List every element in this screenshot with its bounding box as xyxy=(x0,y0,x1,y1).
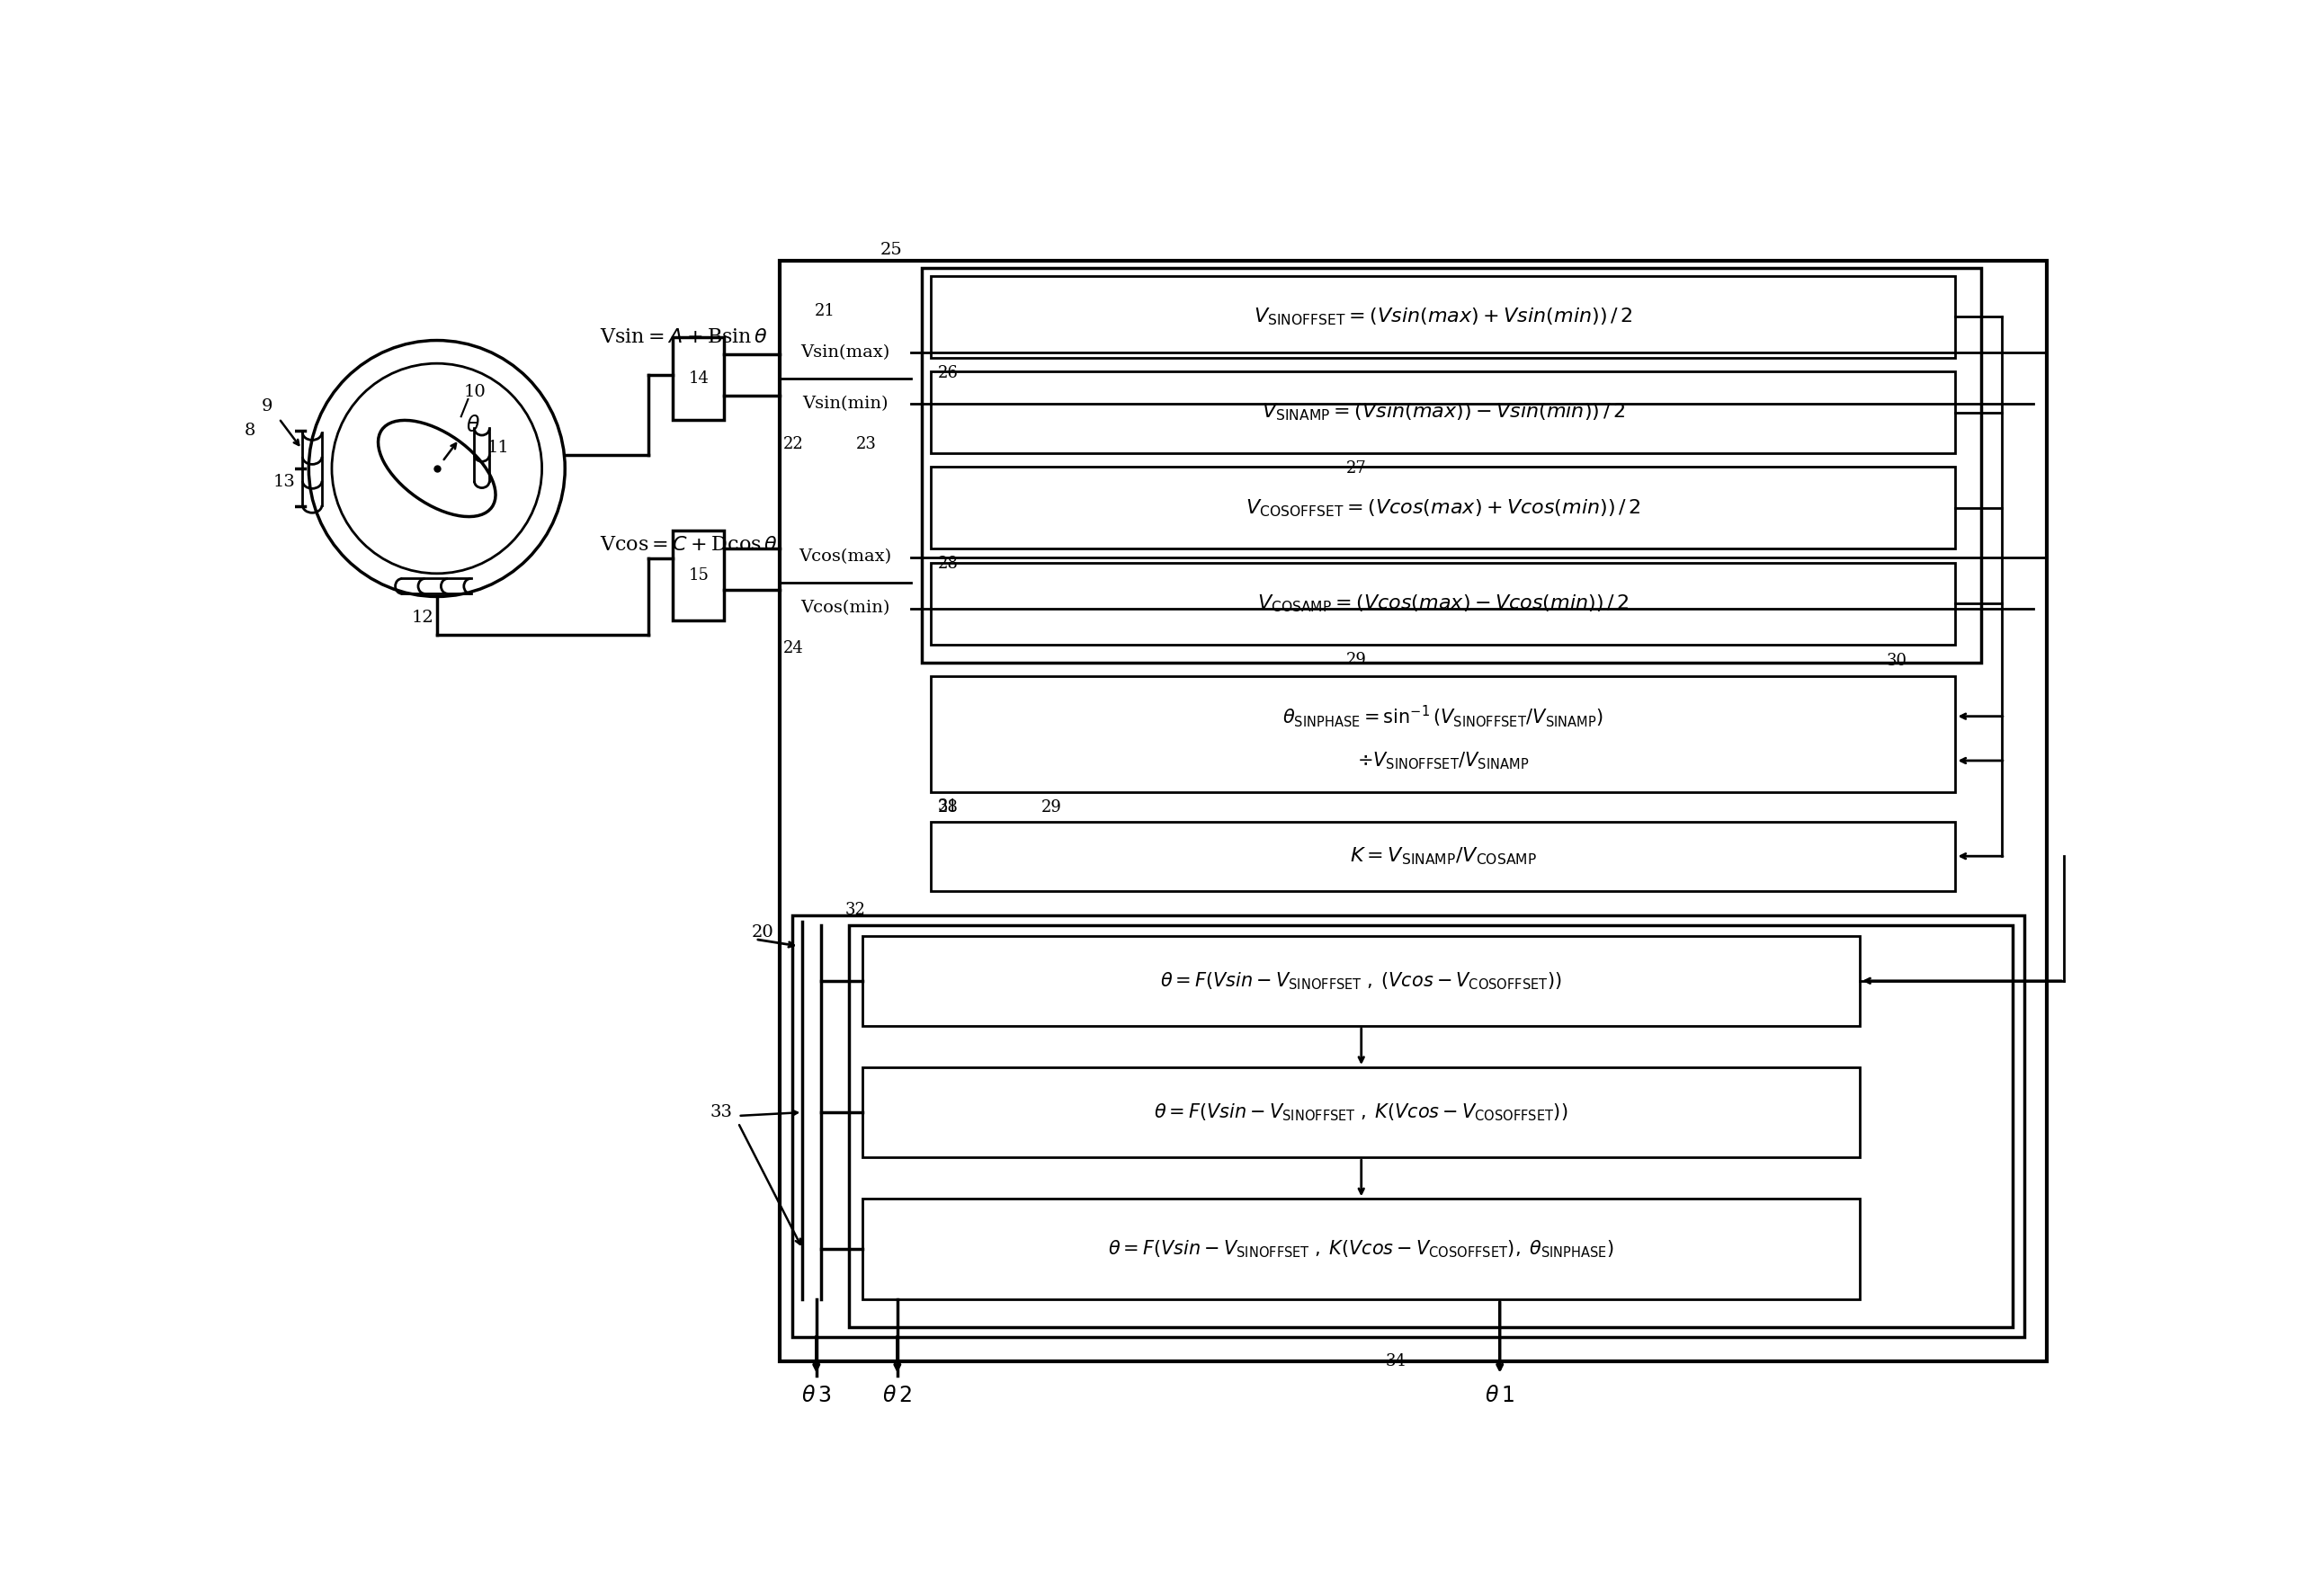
Text: 28: 28 xyxy=(937,555,958,571)
Text: $V_{\rm SINOFFSET}=(Vsin(max)+Vsin(min))\,/\,2$: $V_{\rm SINOFFSET}=(Vsin(max)+Vsin(min))… xyxy=(1254,306,1633,327)
Text: $V_{\rm COSOFFSET}=(Vcos(max)+Vcos(min))\,/\,2$: $V_{\rm COSOFFSET}=(Vcos(max)+Vcos(min))… xyxy=(1244,498,1640,519)
Bar xyxy=(930,276,1954,358)
Bar xyxy=(779,260,2047,1361)
Text: 25: 25 xyxy=(879,243,902,259)
Bar xyxy=(930,372,1954,453)
Text: 9: 9 xyxy=(261,397,273,415)
Text: 12: 12 xyxy=(412,610,435,626)
Bar xyxy=(930,822,1954,891)
Bar xyxy=(849,926,2012,1326)
Text: 24: 24 xyxy=(784,640,803,656)
Text: 22: 22 xyxy=(784,436,803,452)
Bar xyxy=(930,677,1954,793)
Text: $\theta\,1$: $\theta\,1$ xyxy=(1485,1385,1515,1406)
Text: Vcos(min): Vcos(min) xyxy=(800,600,891,616)
Bar xyxy=(779,531,911,635)
Bar xyxy=(921,268,1980,662)
Text: $\theta=F(Vsin-V_{\rm SINOFFSET}\;,\;K(Vcos-V_{\rm COSOFFSET}),\;\theta_{\rm SIN: $\theta=F(Vsin-V_{\rm SINOFFSET}\;,\;K(V… xyxy=(1108,1238,1614,1259)
Text: $K=V_{\rm SINAMP}/V_{\rm COSAMP}$: $K=V_{\rm SINAMP}/V_{\rm COSAMP}$ xyxy=(1348,846,1536,867)
Text: $\theta=F(Vsin-V_{\rm SINOFFSET}\;,\;K(Vcos-V_{\rm COSOFFSET}))$: $\theta=F(Vsin-V_{\rm SINOFFSET}\;,\;K(V… xyxy=(1154,1101,1568,1124)
Text: 14: 14 xyxy=(689,370,708,386)
Text: $\theta\,2$: $\theta\,2$ xyxy=(884,1385,911,1406)
Bar xyxy=(779,327,911,431)
Text: 15: 15 xyxy=(689,568,708,584)
Text: 8: 8 xyxy=(245,423,254,439)
Text: 29: 29 xyxy=(1041,800,1062,816)
Text: Vsin(max): Vsin(max) xyxy=(800,345,891,361)
Bar xyxy=(930,563,1954,645)
Text: $V_{\rm SINAMP}=(Vsin(max))-Vsin(min))\,/\,2$: $V_{\rm SINAMP}=(Vsin(max))-Vsin(min))\,… xyxy=(1261,402,1624,423)
Text: 31: 31 xyxy=(937,798,958,814)
Text: $\theta$: $\theta$ xyxy=(465,415,481,436)
Text: Vcos$=C+$Dcos$\,\theta$: Vcos$=C+$Dcos$\,\theta$ xyxy=(599,535,777,554)
Text: $V_{\rm COSAMP}=(Vcos(max)-Vcos(min))\,/\,2$: $V_{\rm COSAMP}=(Vcos(max)-Vcos(min))\,/… xyxy=(1258,592,1628,614)
Bar xyxy=(863,935,1860,1026)
Text: $\theta=F(Vsin-V_{\rm SINOFFSET}\;,\;(Vcos-V_{\rm COSOFFSET}))$: $\theta=F(Vsin-V_{\rm SINOFFSET}\;,\;(Vc… xyxy=(1161,970,1561,991)
Text: $\theta_{\rm SINPHASE}=\sin^{-1}(V_{\rm SINOFFSET}/V_{\rm SINAMP})$: $\theta_{\rm SINPHASE}=\sin^{-1}(V_{\rm … xyxy=(1281,704,1603,729)
Bar xyxy=(930,468,1954,549)
Bar xyxy=(863,1199,1860,1299)
Text: 30: 30 xyxy=(1885,653,1906,669)
Text: 29: 29 xyxy=(1346,651,1367,667)
Text: $\theta\,3$: $\theta\,3$ xyxy=(800,1385,830,1406)
Text: 26: 26 xyxy=(937,365,958,381)
Text: 11: 11 xyxy=(486,439,509,456)
Text: 27: 27 xyxy=(1346,460,1367,477)
Text: 21: 21 xyxy=(814,303,835,319)
Text: Vsin(min): Vsin(min) xyxy=(803,396,888,412)
Text: 28: 28 xyxy=(937,800,958,816)
Bar xyxy=(863,1068,1860,1157)
Text: 20: 20 xyxy=(752,924,775,940)
Text: Vsin$=A+$Bsin$\,\theta$: Vsin$=A+$Bsin$\,\theta$ xyxy=(599,327,768,346)
Text: Vcos(max): Vcos(max) xyxy=(798,549,893,565)
Text: 23: 23 xyxy=(856,436,877,452)
Bar xyxy=(791,915,2024,1337)
Text: 33: 33 xyxy=(710,1104,733,1120)
Text: 34: 34 xyxy=(1385,1353,1406,1369)
Bar xyxy=(673,337,724,420)
Text: 13: 13 xyxy=(273,474,296,490)
Text: $\div V_{\rm SINOFFSET}/V_{\rm SINAMP}$: $\div V_{\rm SINOFFSET}/V_{\rm SINAMP}$ xyxy=(1358,750,1529,771)
Text: 10: 10 xyxy=(465,385,486,401)
Bar xyxy=(673,531,724,621)
Text: 32: 32 xyxy=(847,902,865,918)
